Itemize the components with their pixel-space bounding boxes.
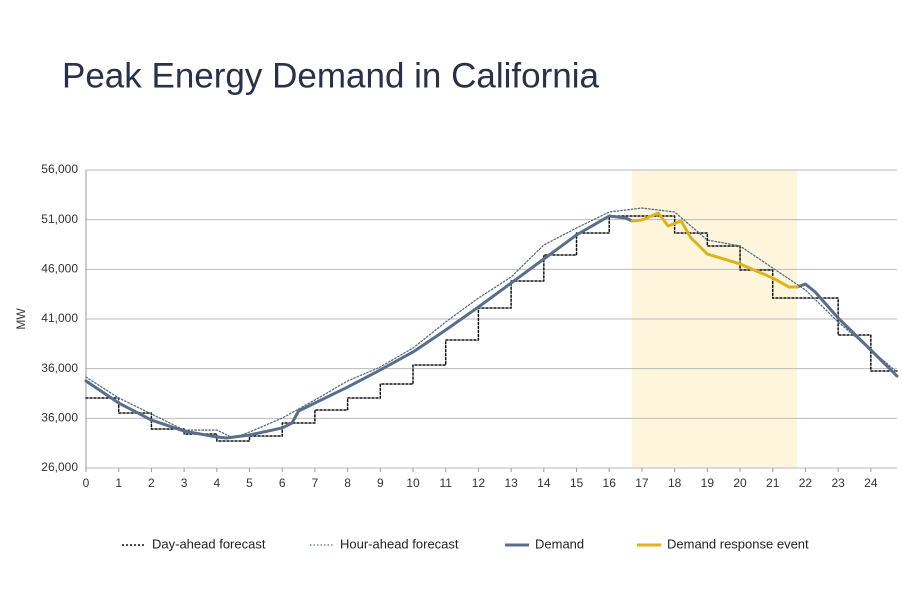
x-tick-label: 19 [701, 476, 715, 490]
x-tick-label: 9 [377, 476, 384, 490]
x-tick-label: 18 [668, 476, 682, 490]
x-tick-label: 10 [406, 476, 420, 490]
legend-label: Demand response event [667, 536, 809, 551]
x-tick-label: 0 [83, 476, 90, 490]
x-tick-label: 5 [246, 476, 253, 490]
legend-item: Day-ahead forecast [122, 536, 266, 551]
x-tick-label: 17 [635, 476, 649, 490]
y-tick-label: 36,000 [41, 411, 78, 425]
x-tick-label: 11 [439, 476, 452, 490]
x-tick-label: 3 [181, 476, 188, 490]
x-tick-label: 7 [312, 476, 319, 490]
legend-label: Demand [535, 536, 584, 551]
y-tick-label: 56,000 [41, 162, 78, 176]
y-tick-label: 46,000 [41, 262, 78, 276]
x-tick-label: 15 [570, 476, 584, 490]
legend-item: Demand [505, 536, 584, 551]
series-line [85, 215, 898, 442]
series-line [630, 211, 799, 289]
legend-item: Demand response event [637, 536, 809, 551]
series-line [85, 207, 898, 439]
x-tick-label: 6 [279, 476, 286, 490]
x-tick-label: 1 [115, 476, 122, 490]
x-tick-label: 23 [831, 476, 845, 490]
x-tick-label: 2 [148, 476, 155, 490]
x-tick-label: 8 [344, 476, 351, 490]
x-tick-label: 24 [864, 476, 878, 490]
y-axis-label: MW [14, 308, 28, 330]
y-tick-label: 26,000 [41, 460, 78, 474]
x-tick-label: 16 [603, 476, 617, 490]
y-tick-label: 36,000 [41, 361, 78, 375]
series-line [84, 214, 899, 440]
x-tick-label: 13 [504, 476, 518, 490]
y-tick-label: 51,000 [41, 212, 78, 226]
legend-item: Hour-ahead forecast [310, 536, 459, 551]
x-tick-label: 21 [766, 476, 780, 490]
x-tick-label: 22 [799, 476, 813, 490]
chart-title: Peak Energy Demand in California [62, 56, 599, 95]
x-tick-label: 4 [213, 476, 220, 490]
legend-label: Hour-ahead forecast [340, 536, 459, 551]
x-tick-label: 12 [472, 476, 486, 490]
x-tick-label: 14 [537, 476, 551, 490]
x-tick-label: 20 [733, 476, 747, 490]
y-tick-label: 41,000 [41, 311, 78, 325]
legend-label: Day-ahead forecast [152, 536, 266, 551]
